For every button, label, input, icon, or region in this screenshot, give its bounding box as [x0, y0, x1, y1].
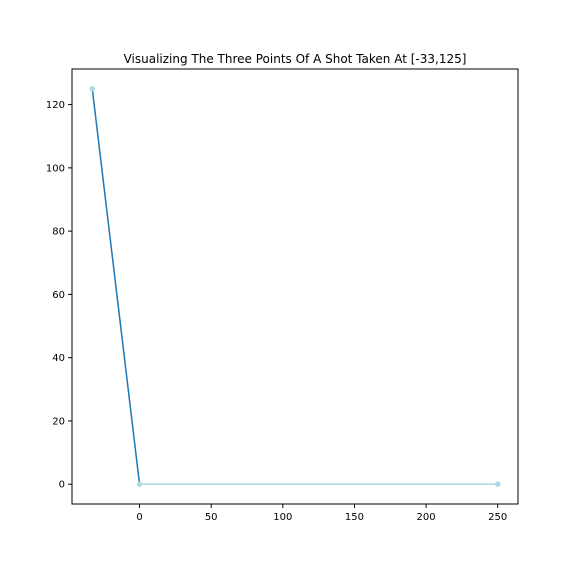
- x-tick-label: 0: [136, 512, 142, 523]
- plot-area: 0 50 100 150 200 250 0 20 40 60 80 100 120: [46, 86, 507, 523]
- y-tick-label: 0: [59, 480, 65, 491]
- x-tick-label: 200: [417, 512, 436, 523]
- plot-frame: [71, 68, 519, 505]
- series-line-0: [91, 88, 141, 485]
- y-tick-label: 80: [52, 227, 65, 238]
- data-point-0: [89, 86, 96, 92]
- x-tick-label: 50: [205, 512, 218, 523]
- y-tick-label: 40: [52, 353, 65, 364]
- y-tick-label: 120: [46, 100, 65, 111]
- x-tick-label: 150: [345, 512, 364, 523]
- y-tick-label: 60: [52, 290, 65, 301]
- chart-title: Visualizing The Three Points Of A Shot T…: [124, 52, 467, 66]
- x-tick-label: 250: [488, 512, 507, 523]
- y-tick-label: 100: [46, 163, 65, 174]
- data-point-1: [136, 481, 143, 487]
- y-tick-label: 20: [52, 416, 65, 427]
- data-point-2: [494, 481, 501, 487]
- x-tick-label: 100: [273, 512, 292, 523]
